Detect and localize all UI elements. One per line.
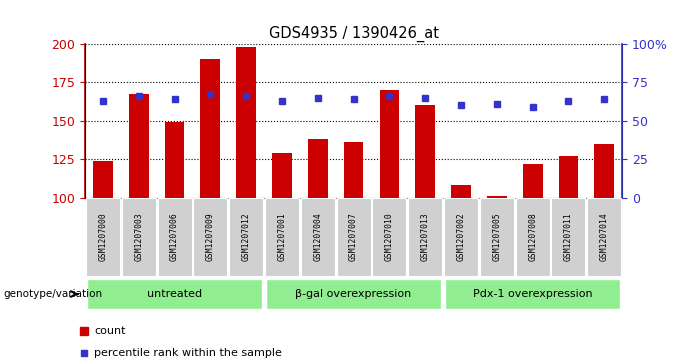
Text: GSM1207007: GSM1207007 (349, 212, 358, 261)
Bar (452, 185, 471, 198)
Text: GSM1207005: GSM1207005 (492, 212, 501, 261)
Text: GSM1207001: GSM1207001 (277, 212, 286, 261)
Bar (301, 198, 335, 276)
Bar (523, 164, 543, 198)
Bar (266, 279, 441, 309)
Bar (265, 198, 299, 276)
Bar (201, 59, 220, 198)
Text: GSM1207000: GSM1207000 (99, 212, 107, 261)
Text: untreated: untreated (147, 289, 202, 299)
Bar (93, 161, 113, 198)
Text: count: count (94, 326, 125, 336)
Text: GSM1207003: GSM1207003 (134, 212, 143, 261)
Bar (87, 279, 262, 309)
Title: GDS4935 / 1390426_at: GDS4935 / 1390426_at (269, 26, 439, 42)
Bar (373, 198, 407, 276)
Text: GSM1207010: GSM1207010 (385, 212, 394, 261)
Bar (480, 198, 514, 276)
Bar (122, 198, 156, 276)
Bar (158, 198, 192, 276)
Text: β-gal overexpression: β-gal overexpression (296, 289, 411, 299)
Bar (272, 153, 292, 198)
Text: percentile rank within the sample: percentile rank within the sample (94, 348, 282, 358)
Text: GSM1207013: GSM1207013 (421, 212, 430, 261)
Text: GSM1207012: GSM1207012 (241, 212, 251, 261)
Bar (193, 198, 227, 276)
Text: GSM1207006: GSM1207006 (170, 212, 179, 261)
Bar (487, 196, 507, 198)
Bar (337, 198, 371, 276)
Bar (559, 156, 578, 198)
Bar (379, 90, 399, 198)
Bar (237, 46, 256, 198)
Bar (445, 279, 620, 309)
Bar (408, 198, 442, 276)
Bar (86, 198, 120, 276)
Text: GSM1207004: GSM1207004 (313, 212, 322, 261)
Bar (551, 198, 585, 276)
Bar (308, 139, 328, 198)
Bar (588, 198, 622, 276)
Text: GSM1207014: GSM1207014 (600, 212, 609, 261)
Bar (344, 142, 363, 198)
Bar (229, 198, 263, 276)
Bar (415, 105, 435, 198)
Bar (165, 122, 184, 198)
Text: GSM1207002: GSM1207002 (456, 212, 466, 261)
Text: GSM1207008: GSM1207008 (528, 212, 537, 261)
Text: Pdx-1 overexpression: Pdx-1 overexpression (473, 289, 592, 299)
Bar (129, 94, 148, 198)
Bar (444, 198, 478, 276)
Text: GSM1207011: GSM1207011 (564, 212, 573, 261)
Bar (515, 198, 549, 276)
Bar (594, 144, 614, 198)
Text: genotype/variation: genotype/variation (3, 289, 103, 299)
Text: GSM1207009: GSM1207009 (206, 212, 215, 261)
